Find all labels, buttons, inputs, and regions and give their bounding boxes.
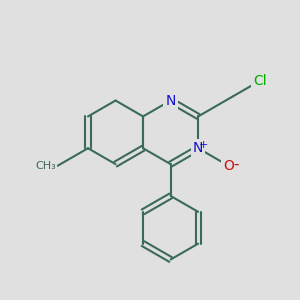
Text: +: + xyxy=(199,140,208,150)
Text: N: N xyxy=(165,94,176,107)
Text: O: O xyxy=(223,159,234,173)
Text: Cl: Cl xyxy=(253,74,267,88)
Text: N: N xyxy=(193,141,203,155)
Text: -: - xyxy=(233,157,238,172)
Text: CH₃: CH₃ xyxy=(35,161,56,171)
